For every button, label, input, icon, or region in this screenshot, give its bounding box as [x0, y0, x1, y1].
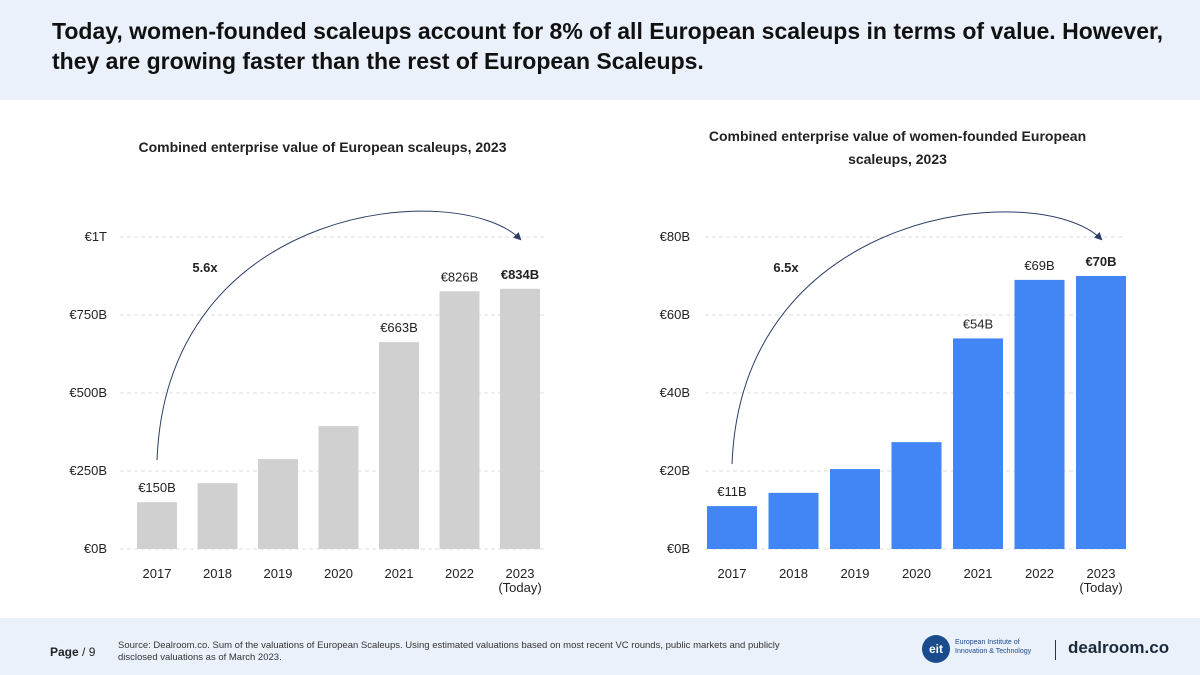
bar [768, 492, 819, 549]
bar [500, 288, 540, 549]
source-note: Source: Dealroom.co. Sum of the valuatio… [118, 640, 780, 663]
header: Today, women-founded scaleups account fo… [0, 0, 1200, 100]
growth-annotation: 6.5x [773, 260, 799, 275]
y-tick-label: €750B [69, 307, 107, 322]
x-tick-label: 2019 [264, 566, 293, 581]
y-tick-label: €250B [69, 463, 107, 478]
bar [439, 291, 480, 549]
page-number: / 9 [82, 645, 96, 659]
bar [953, 338, 1003, 549]
bar [891, 442, 942, 549]
bar [318, 426, 359, 549]
page-indicator: Page / 9 [50, 645, 95, 659]
chart-title: Combined enterprise value of European sc… [138, 139, 507, 155]
category-note: (Today) [1079, 580, 1122, 595]
y-tick-label: €0B [84, 541, 107, 556]
category-note: (Today) [498, 580, 541, 595]
eit-name: European Institute of Innovation & Techn… [955, 639, 1032, 655]
slide-title: Today, women-founded scaleups account fo… [52, 18, 1164, 74]
x-tick-label: 2021 [964, 566, 993, 581]
y-tick-label: €500B [69, 385, 107, 400]
y-tick-label: €1T [85, 229, 107, 244]
x-tick-label: 2022 [1025, 566, 1054, 581]
x-tick-label: 2017 [143, 566, 172, 581]
bar [137, 502, 177, 549]
bar [1076, 276, 1126, 549]
x-tick-label: 2020 [324, 566, 353, 581]
y-tick-label: €40B [660, 385, 690, 400]
y-tick-label: €0B [667, 541, 690, 556]
x-tick-label: 2019 [841, 566, 870, 581]
data-label: €70B [1085, 254, 1116, 269]
bar [197, 483, 238, 549]
chart-title: Combined enterprise value of women-found… [708, 128, 1087, 167]
growth-arc [156, 210, 522, 461]
data-label: €826B [441, 269, 479, 284]
dealroom-logo: dealroom.co [1068, 638, 1170, 657]
data-label: €54B [963, 316, 993, 331]
growth-annotation: 5.6x [192, 260, 218, 275]
bar [379, 342, 419, 549]
bar [258, 459, 298, 549]
bar [707, 506, 757, 549]
footer: Page / 9 Source: Dealroom.co. Sum of the… [0, 618, 1200, 675]
data-label: €11B [717, 484, 746, 499]
data-label: €150B [138, 480, 176, 495]
data-label: €663B [380, 320, 418, 335]
x-tick-label: 2023 [1087, 566, 1116, 581]
x-tick-label: 2017 [718, 566, 747, 581]
bar [830, 469, 880, 549]
growth-arc [731, 211, 1103, 465]
data-label: €834B [501, 267, 539, 282]
page-label: Page [50, 645, 79, 659]
x-tick-label: 2018 [779, 566, 808, 581]
x-tick-label: 2022 [445, 566, 474, 581]
y-tick-label: €20B [660, 463, 690, 478]
x-tick-label: 2018 [203, 566, 232, 581]
y-tick-label: €60B [660, 307, 690, 322]
divider [1055, 640, 1056, 660]
x-tick-label: 2021 [385, 566, 414, 581]
x-tick-label: 2023 [506, 566, 535, 581]
y-tick-label: €80B [660, 229, 690, 244]
data-label: €69B [1024, 258, 1054, 273]
eit-logo: eit [922, 635, 950, 663]
bar [1014, 279, 1065, 549]
x-tick-label: 2020 [902, 566, 931, 581]
